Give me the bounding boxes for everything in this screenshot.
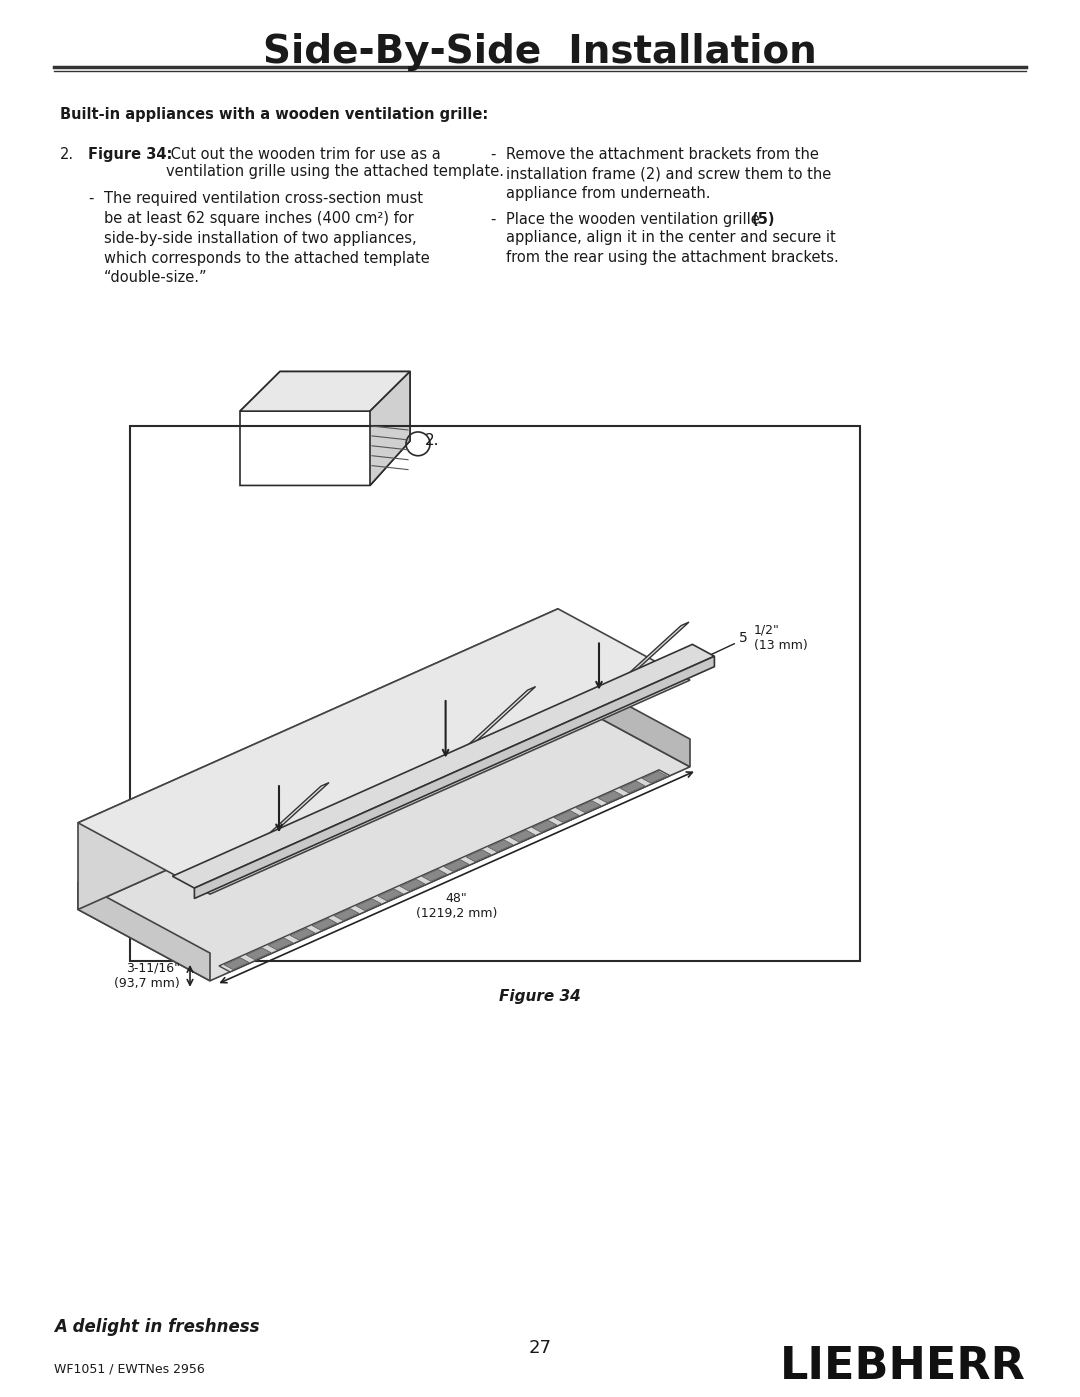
Text: 5: 5 (739, 630, 747, 644)
Bar (130, 426, 860, 961)
Text: 2.: 2. (426, 433, 440, 448)
Polygon shape (598, 791, 623, 803)
Polygon shape (246, 947, 271, 960)
Polygon shape (643, 771, 667, 784)
Polygon shape (576, 800, 600, 813)
Polygon shape (219, 782, 329, 879)
Text: Figure 34: Figure 34 (499, 989, 581, 1003)
Text: -: - (87, 191, 93, 207)
Polygon shape (194, 657, 714, 898)
Text: WF1051 / EWTNes 2956: WF1051 / EWTNes 2956 (54, 1362, 205, 1375)
Polygon shape (334, 908, 359, 921)
Polygon shape (78, 609, 690, 894)
Text: Side-By-Side  Installation: Side-By-Side Installation (264, 32, 816, 70)
Polygon shape (400, 879, 424, 891)
Text: The required ventilation cross-section must
be at least 62 square inches (400 cm: The required ventilation cross-section m… (104, 191, 430, 285)
Polygon shape (419, 686, 536, 791)
Polygon shape (488, 840, 513, 852)
Text: -: - (490, 212, 496, 228)
Polygon shape (444, 859, 469, 872)
Polygon shape (467, 849, 491, 862)
Text: appliance, align it in the center and secure it
from the rear using the attachme: appliance, align it in the center and se… (507, 231, 839, 264)
Polygon shape (219, 770, 670, 972)
Polygon shape (422, 869, 447, 882)
Text: Place the wooden ventilation grille: Place the wooden ventilation grille (507, 212, 765, 228)
Polygon shape (225, 957, 248, 970)
Text: -: - (490, 147, 496, 162)
Text: A delight in freshness: A delight in freshness (54, 1317, 259, 1336)
Polygon shape (78, 882, 210, 981)
Text: 27: 27 (528, 1340, 552, 1358)
Text: Remove the attachment brackets from the
installation frame (2) and screw them to: Remove the attachment brackets from the … (507, 147, 832, 201)
Polygon shape (312, 918, 337, 930)
Polygon shape (78, 609, 558, 909)
Polygon shape (579, 622, 689, 719)
Text: 48"
(1219,2 mm): 48" (1219,2 mm) (416, 893, 497, 921)
Polygon shape (554, 810, 579, 823)
Polygon shape (240, 372, 410, 411)
Text: LIEBHERR: LIEBHERR (780, 1345, 1026, 1389)
Text: Built-in appliances with a wooden ventilation grille:: Built-in appliances with a wooden ventil… (60, 108, 488, 122)
Text: 1/2"
(13 mm): 1/2" (13 mm) (754, 623, 808, 651)
Text: Figure 34:: Figure 34: (87, 147, 173, 162)
Polygon shape (291, 928, 315, 940)
Polygon shape (558, 668, 690, 767)
Polygon shape (510, 830, 535, 842)
Text: 3-11/16"
(93,7 mm): 3-11/16" (93,7 mm) (114, 963, 180, 990)
Polygon shape (78, 696, 690, 981)
Text: Cut out the wooden trim for use as a
ventilation grille using the attached templ: Cut out the wooden trim for use as a ven… (166, 147, 504, 179)
Text: (5): (5) (752, 212, 775, 228)
Polygon shape (173, 644, 714, 888)
Polygon shape (370, 372, 410, 485)
Polygon shape (620, 781, 645, 793)
Polygon shape (356, 898, 381, 911)
Polygon shape (532, 820, 557, 833)
Text: 2.: 2. (60, 147, 75, 162)
Polygon shape (268, 937, 293, 950)
Polygon shape (378, 888, 403, 901)
